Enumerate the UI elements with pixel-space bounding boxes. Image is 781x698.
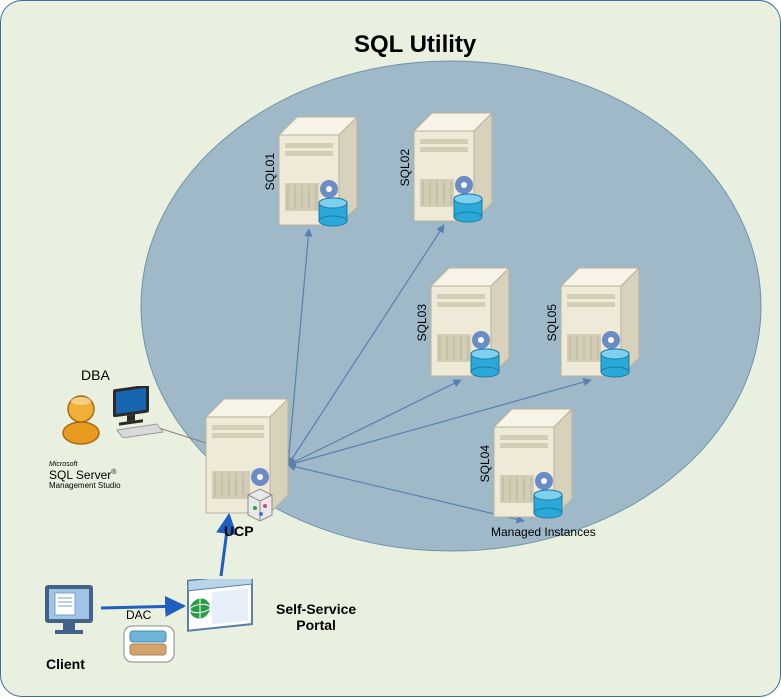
managed-instances-label: Managed Instances — [491, 525, 596, 539]
portal-label: Self-Service Portal — [276, 601, 356, 633]
diagram-canvas: SQL Utility SQL01 SQL02 SQL03 SQL05 SQL0… — [0, 0, 781, 697]
diagram-title: SQL Utility — [354, 31, 476, 59]
server-label-sql01: SQL01 — [263, 153, 277, 190]
sql-server-product-label: Microsoft SQL Server® Management Studio — [49, 461, 121, 491]
server-label-sql03: SQL03 — [415, 304, 429, 341]
portal-window-icon — [186, 579, 262, 641]
dac-package-icon — [123, 625, 175, 663]
server-label-sql05: SQL05 — [545, 304, 559, 341]
background-layer — [1, 1, 781, 698]
dba-label: DBA — [81, 367, 110, 383]
dba-person-icon — [59, 389, 103, 445]
server-label-sql04: SQL04 — [478, 445, 492, 482]
server-sql01 — [279, 117, 375, 248]
client-label: Client — [46, 656, 85, 672]
ucp-server — [206, 399, 306, 536]
ucp-label: UCP — [224, 523, 254, 539]
server-sql03 — [431, 268, 527, 399]
dac-label: DAC — [126, 608, 151, 622]
dba-to-ucp-line — [159, 428, 206, 443]
product-line2: SQL Server® — [49, 469, 121, 482]
server-sql04 — [494, 409, 590, 540]
portal-label-2: Portal — [276, 617, 356, 633]
product-line3: Management Studio — [49, 482, 121, 491]
server-label-sql02: SQL02 — [398, 149, 412, 186]
dba-monitor-icon — [109, 386, 165, 438]
portal-label-1: Self-Service — [276, 601, 356, 617]
server-sql05 — [561, 268, 657, 399]
client-monitor-icon — [43, 583, 99, 639]
server-sql02 — [414, 113, 510, 244]
